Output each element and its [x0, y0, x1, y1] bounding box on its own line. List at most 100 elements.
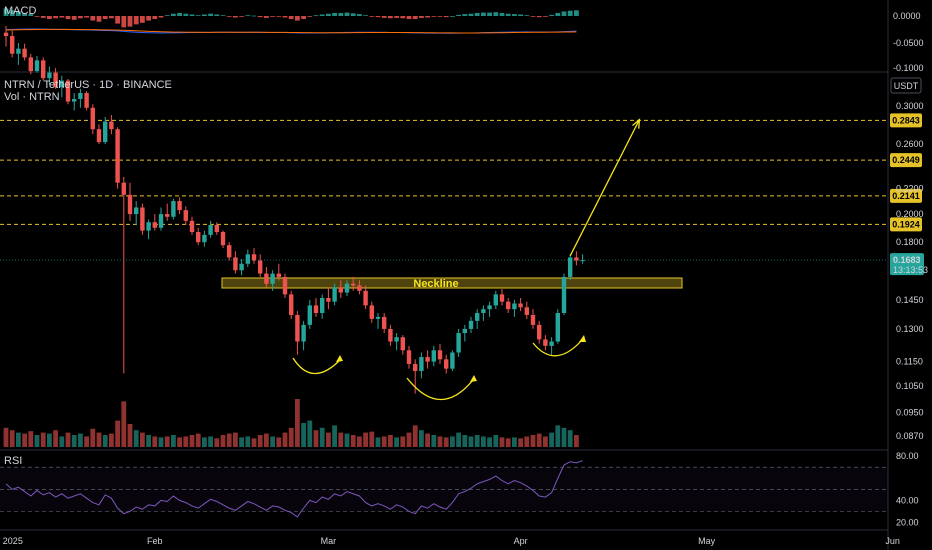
right-shoulder-curve[interactable]: [532, 339, 583, 357]
price-tick: 0.2200: [896, 184, 924, 194]
volume-bar: [9, 430, 15, 447]
candle-body: [208, 224, 213, 235]
volume-bar: [109, 433, 114, 447]
candle-body: [369, 305, 374, 319]
macd-histogram-bar: [152, 16, 158, 20]
macd-histogram-bar: [171, 13, 176, 16]
macd-histogram-bar: [369, 16, 375, 17]
candle-body: [295, 314, 300, 342]
volume-bar: [226, 433, 232, 447]
volume-bar: [406, 432, 412, 447]
candle-body: [189, 220, 195, 233]
head-curve[interactable]: [406, 377, 474, 401]
macd-histogram-bar: [239, 16, 244, 17]
macd-histogram-bar: [400, 16, 406, 19]
volume-bar: [140, 432, 145, 447]
volume-bar: [487, 437, 492, 447]
pattern-drawings[interactable]: [292, 335, 586, 401]
macd-tick: 0.0000: [893, 11, 921, 21]
volume-bar: [28, 431, 34, 447]
volume-bar: [189, 435, 195, 447]
current-price-label: 0.1683: [893, 255, 921, 265]
price-tick: 0.0870: [896, 431, 924, 441]
volume-bar: [171, 435, 176, 447]
macd-histogram-bar: [394, 16, 399, 18]
volume-bar: [394, 437, 399, 447]
rsi-label[interactable]: RSI: [4, 455, 22, 467]
candle-body: [158, 214, 164, 228]
macd-tick: -0.1000: [893, 63, 924, 73]
current-price-badge: [890, 253, 924, 276]
rsi-tick: 40.00: [896, 495, 919, 505]
symbol-title[interactable]: NTRN / TetherUS · 1D · BINANCE: [4, 79, 172, 91]
volume-bar: [474, 435, 480, 447]
volume-bar: [34, 435, 40, 447]
candle-body: [561, 276, 567, 314]
candle-body: [220, 232, 226, 246]
macd-histogram-bar: [164, 15, 170, 17]
macd-histogram-bar: [381, 16, 387, 18]
projection-arrow-head: [632, 118, 641, 129]
macd-histogram-bar: [22, 12, 27, 16]
left-shoulder-curve[interactable]: [292, 357, 341, 375]
volume-bar: [40, 432, 46, 447]
volume-bar: [462, 435, 468, 447]
candle-body: [487, 305, 492, 310]
volume-bar: [543, 436, 548, 447]
candle-body: [332, 287, 337, 302]
candle-body: [555, 313, 560, 342]
candle-body: [394, 337, 399, 342]
macd-histogram-bar: [487, 12, 492, 16]
macd-histogram-bar: [233, 16, 238, 18]
volume-bar: [208, 436, 213, 447]
time-tick: Feb: [147, 536, 163, 546]
macd-histogram-bar: [549, 14, 554, 16]
macd-histogram-bar: [257, 16, 263, 18]
candle-body: [183, 210, 188, 221]
candle-body: [363, 290, 368, 306]
candle-body: [431, 350, 436, 362]
volume-bar: [530, 435, 536, 447]
volume-bar: [319, 427, 325, 447]
macd-label[interactable]: MACD: [4, 5, 36, 17]
candle-body: [313, 305, 319, 314]
macd-histogram-bar: [34, 16, 40, 17]
currency-badge[interactable]: [890, 77, 922, 94]
candle-body: [59, 80, 64, 88]
target-arrow[interactable]: [569, 118, 641, 257]
time-axis[interactable]: 2025FebMarAprMayJunJul: [3, 536, 932, 546]
neckline-zone[interactable]: Neckline: [221, 277, 683, 290]
volume-bar: [549, 432, 554, 447]
volume-bar: [71, 435, 77, 447]
macd-histogram-bar: [499, 12, 505, 16]
macd-histogram-bar: [462, 14, 468, 16]
volume-bar: [468, 436, 474, 447]
candle-body: [543, 339, 548, 346]
volume-bar: [84, 436, 89, 447]
macd-signal-line: [5, 28, 577, 34]
price-level-badge: [890, 113, 922, 128]
candle-body: [382, 316, 387, 329]
candle-body: [282, 276, 288, 295]
macd-histogram-bar: [530, 16, 536, 17]
price-tick: 0.1300: [896, 324, 924, 334]
neckline-rect[interactable]: [221, 277, 683, 289]
macd-histogram-bar: [307, 16, 313, 17]
volume-bar: [381, 436, 387, 447]
candle-body: [512, 303, 517, 310]
volume-bar: [456, 432, 461, 447]
candle-body: [406, 350, 412, 364]
candle-body: [245, 254, 250, 264]
candle-body: [568, 257, 573, 277]
price-tick: 0.3000: [896, 101, 924, 111]
candle-body: [456, 333, 461, 353]
candle-body: [127, 194, 133, 215]
price-axis[interactable]: 0.2843 0.2449 0.2141 0.1924 0.3000 0.2600 0.22…: [890, 11, 928, 527]
volume-label[interactable]: Vol · NTRN: [4, 91, 60, 103]
volume-bar: [357, 436, 362, 447]
macd-histogram-bar: [319, 14, 325, 16]
rsi-pane: [0, 460, 888, 518]
candle-body: [549, 341, 554, 346]
candle-body: [3, 32, 9, 37]
